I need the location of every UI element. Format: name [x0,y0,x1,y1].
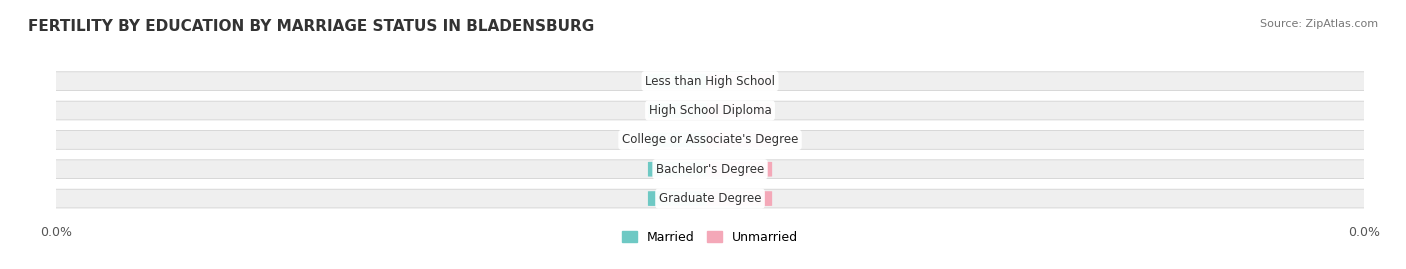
FancyBboxPatch shape [648,162,713,176]
FancyBboxPatch shape [44,189,1376,208]
Text: 0.0%: 0.0% [723,163,756,176]
FancyBboxPatch shape [44,72,1376,91]
FancyBboxPatch shape [648,191,713,206]
FancyBboxPatch shape [648,103,713,118]
FancyBboxPatch shape [707,191,772,206]
Text: Graduate Degree: Graduate Degree [659,192,761,205]
Text: 0.0%: 0.0% [664,133,697,146]
Text: High School Diploma: High School Diploma [648,104,772,117]
Text: Less than High School: Less than High School [645,75,775,88]
FancyBboxPatch shape [707,103,772,118]
FancyBboxPatch shape [648,74,713,89]
FancyBboxPatch shape [44,160,1376,179]
Text: 0.0%: 0.0% [723,192,756,205]
FancyBboxPatch shape [44,101,1376,120]
Text: 0.0%: 0.0% [664,75,697,88]
Text: Source: ZipAtlas.com: Source: ZipAtlas.com [1260,19,1378,29]
Text: Bachelor's Degree: Bachelor's Degree [657,163,763,176]
Text: 0.0%: 0.0% [723,75,756,88]
FancyBboxPatch shape [707,133,772,147]
Text: 0.0%: 0.0% [664,104,697,117]
Text: College or Associate's Degree: College or Associate's Degree [621,133,799,146]
FancyBboxPatch shape [707,162,772,176]
Text: 0.0%: 0.0% [723,104,756,117]
FancyBboxPatch shape [648,133,713,147]
Text: 0.0%: 0.0% [664,163,697,176]
Text: 0.0%: 0.0% [723,133,756,146]
FancyBboxPatch shape [707,74,772,89]
FancyBboxPatch shape [44,130,1376,149]
Text: 0.0%: 0.0% [664,192,697,205]
Legend: Married, Unmarried: Married, Unmarried [616,224,804,250]
Text: FERTILITY BY EDUCATION BY MARRIAGE STATUS IN BLADENSBURG: FERTILITY BY EDUCATION BY MARRIAGE STATU… [28,19,595,34]
